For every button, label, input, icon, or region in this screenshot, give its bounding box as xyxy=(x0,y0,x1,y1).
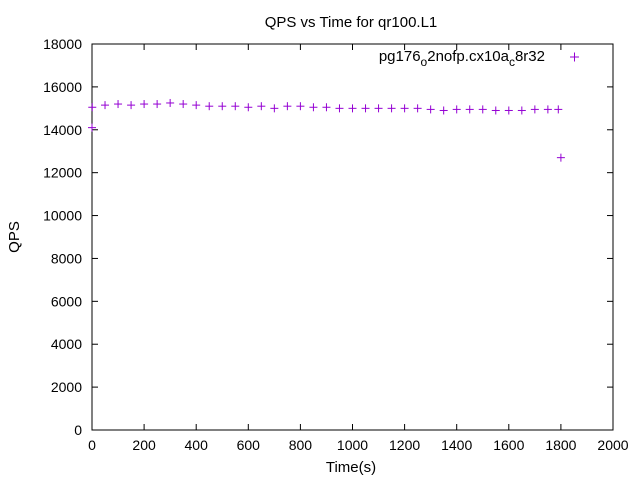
y-tick-label: 16000 xyxy=(43,79,82,95)
data-point xyxy=(517,106,526,115)
data-point xyxy=(491,106,500,115)
x-axis: 0 200 400 600 800 1000 1200 1400 1600 1800 2000 xyxy=(88,44,629,453)
y-tick-label: 18000 xyxy=(43,36,82,52)
data-point xyxy=(257,102,266,111)
data-point xyxy=(88,123,96,132)
data-point xyxy=(361,104,370,113)
data-point xyxy=(439,106,448,115)
y-tick-label: 6000 xyxy=(51,293,82,309)
series-points xyxy=(88,98,565,162)
data-point xyxy=(426,105,435,114)
data-point xyxy=(465,105,474,114)
data-point xyxy=(400,104,409,113)
legend-tail: 8r32 xyxy=(515,48,545,65)
x-tick-label: 400 xyxy=(185,437,209,453)
data-point xyxy=(348,104,357,113)
y-tick-label: 2000 xyxy=(51,379,82,395)
x-tick-label: 1600 xyxy=(493,437,524,453)
legend-label: pg176o2nofp.cx10ac8r32 xyxy=(379,48,545,69)
y-axis-label: QPS xyxy=(6,221,23,253)
data-point xyxy=(413,104,422,113)
x-tick-label: 200 xyxy=(132,437,156,453)
chart-title: QPS vs Time for qr100.L1 xyxy=(265,14,438,31)
data-point xyxy=(192,101,201,110)
y-tick-label: 10000 xyxy=(43,208,82,224)
data-point xyxy=(101,101,110,110)
y-tick-label: 8000 xyxy=(51,250,82,266)
data-point xyxy=(452,105,461,114)
data-point xyxy=(556,153,565,162)
x-tick-label: 0 xyxy=(88,437,96,453)
x-axis-label: Time(s) xyxy=(326,459,376,476)
legend: pg176o2nofp.cx10ac8r32 xyxy=(379,48,579,69)
data-point xyxy=(218,102,227,111)
y-tick-label: 0 xyxy=(74,422,82,438)
data-point xyxy=(387,104,396,113)
data-point xyxy=(127,101,136,110)
x-tick-label: 1000 xyxy=(337,437,368,453)
legend-base: pg176 xyxy=(379,48,421,65)
y-tick-label: 4000 xyxy=(51,336,82,352)
data-point xyxy=(140,100,149,109)
y-tick-label: 14000 xyxy=(43,122,82,138)
x-tick-label: 600 xyxy=(237,437,261,453)
x-tick-label: 1200 xyxy=(389,437,420,453)
data-point xyxy=(335,104,344,113)
data-point xyxy=(153,100,162,109)
data-point xyxy=(543,105,552,114)
data-point xyxy=(270,104,279,113)
legend-subscript-1: o xyxy=(421,55,428,69)
data-point xyxy=(179,100,188,109)
y-axis: 0 2000 4000 6000 8000 10000 12000 14000 16000 180… xyxy=(43,36,613,438)
data-point xyxy=(530,105,539,114)
data-point xyxy=(309,103,318,112)
legend-marker xyxy=(570,52,579,62)
data-point xyxy=(478,105,487,114)
data-point xyxy=(296,102,305,111)
data-point xyxy=(283,102,292,111)
x-tick-label: 1800 xyxy=(545,437,576,453)
x-tick-label: 1400 xyxy=(441,437,472,453)
data-point xyxy=(205,102,214,111)
legend-middle: 2nofp.cx10a xyxy=(427,48,509,65)
data-point xyxy=(374,104,383,113)
x-tick-label: 800 xyxy=(289,437,313,453)
legend-subscript-2: c xyxy=(509,55,515,69)
data-point xyxy=(166,98,175,107)
data-point xyxy=(504,106,513,115)
data-point xyxy=(88,103,97,112)
data-point xyxy=(231,102,240,111)
x-tick-label: 2000 xyxy=(597,437,628,453)
data-point xyxy=(322,103,331,112)
data-point xyxy=(114,100,123,109)
data-point xyxy=(554,105,563,114)
data-point xyxy=(244,103,253,112)
y-tick-label: 12000 xyxy=(43,165,82,181)
